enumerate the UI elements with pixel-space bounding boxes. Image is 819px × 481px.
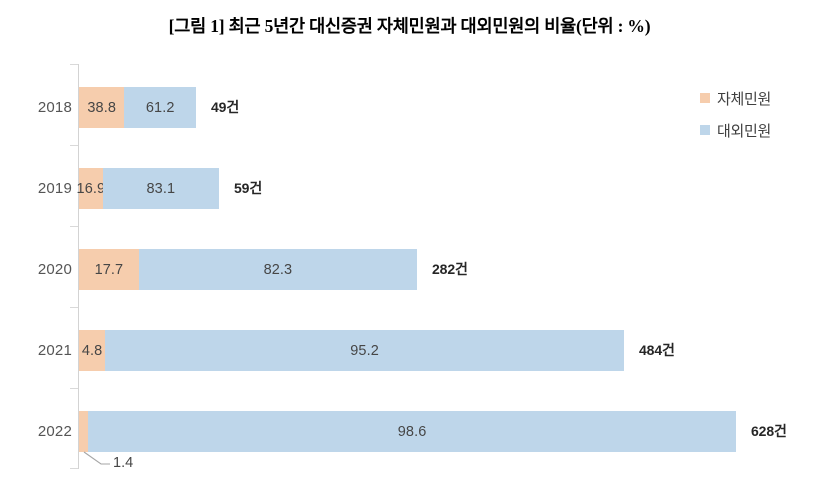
total-label-2019: 59건	[234, 180, 263, 196]
total-label-2021: 484건	[639, 342, 675, 358]
bar-segment-ext-2019[interactable]: 83.1	[102, 168, 219, 209]
category-label-2021: 2021	[37, 342, 72, 359]
legend-label-ext: 대외민원	[717, 122, 772, 140]
axis-tick	[70, 145, 78, 147]
bar-value-self-2019: 16.9	[76, 180, 106, 197]
category-label-2022: 2022	[37, 423, 72, 440]
axis-tick	[70, 388, 78, 390]
total-label-2022: 628건	[751, 423, 787, 439]
legend-item-self[interactable]: 자체민원	[700, 88, 810, 108]
bar-segment-ext-2020[interactable]: 82.3	[138, 249, 417, 290]
bar-track-2022: 1.4 98.6	[79, 411, 736, 452]
bar-value-ext-2021: 95.2	[350, 342, 379, 359]
bar-track-2020: 17.7 82.3	[79, 249, 417, 290]
category-label-2018: 2018	[37, 99, 72, 116]
bar-value-ext-2019: 83.1	[146, 180, 176, 197]
total-label-2018: 49건	[211, 99, 240, 115]
bar-segment-self-2018[interactable]: 38.8	[79, 87, 125, 128]
category-axis-line	[78, 64, 80, 469]
legend-label-self: 자체민원	[717, 90, 772, 108]
bar-segment-ext-2021[interactable]: 95.2	[105, 330, 624, 371]
callout-value-label: 1.4	[113, 455, 134, 471]
bar-segment-self-2019[interactable]: 16.9	[76, 168, 106, 209]
bar-track-2021: 4.8 95.2	[79, 330, 624, 371]
bar-value-ext-2022: 98.6	[397, 423, 427, 440]
category-label-2019: 2019	[37, 180, 72, 197]
bar-segment-self-2020[interactable]: 17.7	[79, 249, 139, 290]
bar-value-self-2021: 4.8	[81, 342, 103, 359]
bar-value-self-2018: 38.8	[87, 99, 116, 116]
category-label-2020: 2020	[37, 261, 72, 278]
axis-tick	[70, 307, 78, 309]
bar-value-self-2020: 17.7	[94, 261, 124, 278]
bar-track-2018: 38.8 61.2	[79, 87, 196, 128]
chart-title: [그림 1] 최근 5년간 대신증권 자체민원과 대외민원의 비율(단위 : %…	[168, 16, 651, 36]
bar-segment-ext-2022[interactable]: 98.6	[88, 411, 736, 452]
bar-segment-self-2022[interactable]: 1.4	[79, 411, 89, 452]
legend-item-ext[interactable]: 대외민원	[700, 120, 810, 140]
bar-segment-self-2021[interactable]: 4.8	[79, 330, 106, 371]
bar-value-ext-2018: 61.2	[145, 99, 175, 116]
axis-tick	[70, 468, 78, 470]
bar-value-ext-2020: 82.3	[263, 261, 293, 278]
total-label-2020: 282건	[432, 261, 468, 277]
bar-segment-ext-2018[interactable]: 61.2	[124, 87, 196, 128]
axis-tick	[70, 64, 78, 66]
legend-swatch-icon-ext	[700, 125, 710, 135]
chart-legend: 자체민원 대외민원	[700, 88, 810, 152]
legend-swatch-icon-self	[700, 93, 710, 103]
bar-track-2019: 16.9 83.1	[76, 168, 219, 209]
axis-tick	[70, 226, 78, 228]
